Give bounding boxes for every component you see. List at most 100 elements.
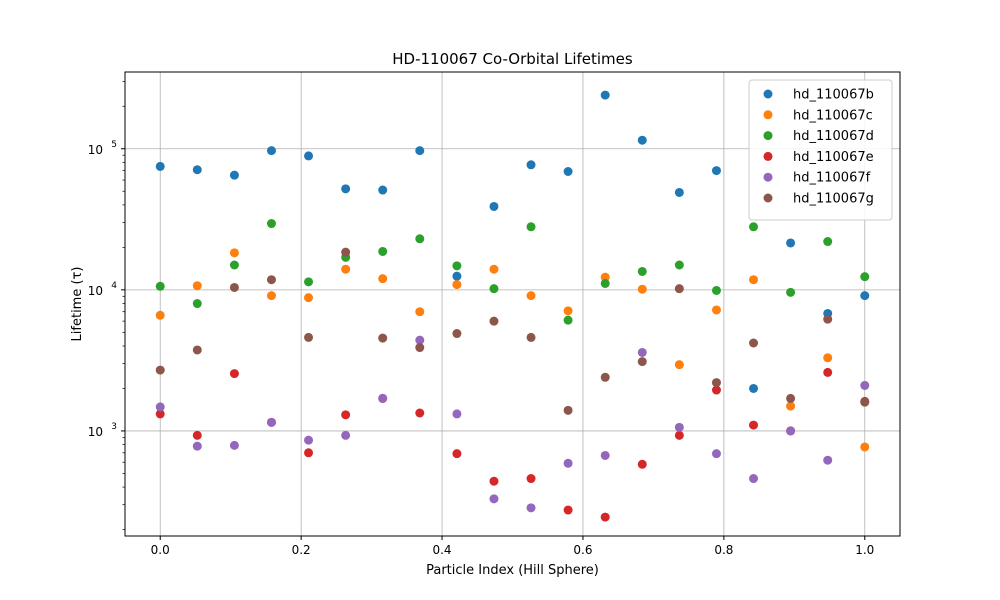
- x-axis-label: Particle Index (Hill Sphere): [426, 563, 599, 578]
- data-point: [155, 161, 165, 171]
- data-point: [749, 383, 759, 393]
- data-point: [155, 365, 165, 375]
- data-point: [489, 201, 499, 211]
- data-point: [452, 329, 462, 339]
- x-axis: 0.0 0.2 0.4 0.6 0.8 1.0: [151, 536, 874, 557]
- data-point: [823, 314, 833, 324]
- data-point: [415, 408, 425, 418]
- data-point: [452, 261, 462, 271]
- data-points: [155, 90, 870, 522]
- data-point: [341, 184, 351, 194]
- data-point: [526, 160, 536, 170]
- x-tick-label: 0.8: [714, 543, 733, 557]
- data-point: [600, 512, 610, 522]
- y-tick-label: 10: [88, 425, 103, 439]
- data-point: [563, 505, 573, 515]
- data-point: [378, 393, 388, 403]
- data-point: [786, 393, 796, 403]
- data-point: [341, 264, 351, 274]
- data-point: [749, 222, 759, 232]
- legend-marker: [763, 193, 773, 203]
- x-tick-label: 0.0: [151, 543, 170, 557]
- legend-marker: [763, 89, 773, 99]
- y-tick-label: 10: [88, 284, 103, 298]
- legend-marker: [763, 151, 773, 161]
- data-point: [637, 135, 647, 145]
- data-point: [674, 187, 684, 197]
- data-point: [749, 275, 759, 285]
- legend-label: hd_110067d: [793, 129, 874, 144]
- legend-label: hd_110067b: [793, 88, 874, 103]
- data-point: [823, 455, 833, 465]
- data-point: [711, 378, 721, 388]
- data-point: [786, 287, 796, 297]
- data-point: [378, 333, 388, 343]
- legend-box: [748, 79, 893, 221]
- data-point: [823, 237, 833, 247]
- data-point: [304, 277, 314, 287]
- data-point: [489, 284, 499, 294]
- data-point: [600, 450, 610, 460]
- data-point: [155, 310, 165, 320]
- x-tick-label: 0.6: [573, 543, 592, 557]
- data-point: [860, 291, 870, 301]
- data-point: [266, 291, 276, 301]
- data-point: [600, 90, 610, 100]
- data-point: [526, 332, 536, 342]
- legend-marker: [763, 172, 773, 182]
- series-hd_110067g: [155, 247, 870, 415]
- data-point: [489, 316, 499, 326]
- data-point: [192, 165, 202, 175]
- data-point: [526, 291, 536, 301]
- data-point: [674, 260, 684, 270]
- data-point: [674, 422, 684, 432]
- data-point: [637, 266, 647, 276]
- data-point: [229, 248, 239, 258]
- legend: hd_110067b hd_110067c hd_110067d hd_110067e…: [748, 79, 893, 221]
- data-point: [452, 280, 462, 290]
- data-point: [674, 284, 684, 294]
- legend-label: hd_110067f: [793, 171, 871, 186]
- legend-item: hd_110067b: [763, 88, 874, 103]
- data-point: [415, 146, 425, 156]
- data-point: [452, 449, 462, 459]
- series-hd_110067b: [155, 90, 870, 393]
- data-point: [155, 402, 165, 412]
- data-point: [563, 306, 573, 316]
- y-axis-label: Lifetime (τ): [70, 267, 85, 342]
- data-point: [786, 238, 796, 248]
- y-tick-exponent: 3: [111, 422, 117, 432]
- data-point: [749, 474, 759, 484]
- data-point: [341, 410, 351, 420]
- data-point: [600, 272, 610, 282]
- data-point: [711, 305, 721, 315]
- chart-title: HD-110067 Co-Orbital Lifetimes: [392, 50, 633, 68]
- data-point: [229, 369, 239, 379]
- data-point: [452, 409, 462, 419]
- data-point: [674, 430, 684, 440]
- data-point: [192, 441, 202, 451]
- data-point: [489, 494, 499, 504]
- legend-item: hd_110067f: [763, 171, 871, 186]
- data-point: [378, 274, 388, 284]
- data-point: [415, 343, 425, 353]
- data-point: [526, 474, 536, 484]
- data-point: [266, 275, 276, 285]
- data-point: [192, 430, 202, 440]
- data-point: [341, 247, 351, 257]
- data-point: [711, 385, 721, 395]
- series-hd_110067d: [155, 219, 870, 325]
- data-point: [600, 372, 610, 382]
- data-point: [304, 332, 314, 342]
- y-axis: 10 3 10 4 10 5: [88, 140, 125, 439]
- data-point: [266, 146, 276, 156]
- data-point: [155, 281, 165, 291]
- data-point: [711, 449, 721, 459]
- data-point: [637, 284, 647, 294]
- data-point: [823, 353, 833, 363]
- data-point: [526, 503, 536, 513]
- series-hd_110067c: [155, 248, 870, 452]
- data-point: [860, 272, 870, 282]
- y-minor-ticks: [122, 81, 125, 530]
- data-point: [341, 430, 351, 440]
